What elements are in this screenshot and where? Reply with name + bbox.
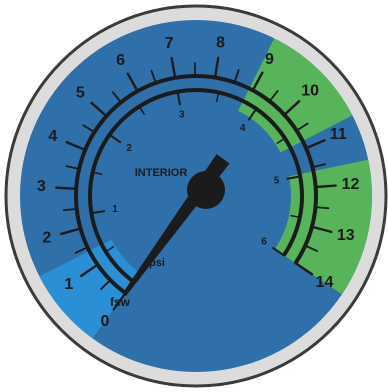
- outer-major-tick: [112, 291, 127, 311]
- outer-minor-tick: [295, 122, 309, 132]
- inner-major-tick: [90, 210, 106, 215]
- needle-hub: [187, 171, 225, 209]
- outer-tick-label: 10: [301, 83, 319, 100]
- fsw-unit-label: fsw: [110, 295, 131, 309]
- inner-tick-label: 4: [240, 123, 246, 134]
- green-zone-upper: [238, 38, 353, 153]
- inner-tick-label: 6: [261, 236, 267, 247]
- outer-tick-label: 6: [116, 52, 125, 69]
- outer-minor-tick: [304, 244, 318, 252]
- outer-major-tick: [251, 71, 264, 92]
- inner-major-tick: [176, 90, 181, 106]
- outer-minor-tick: [233, 69, 240, 84]
- outer-major-tick: [65, 141, 87, 152]
- interior-label: INTERIOR: [135, 167, 188, 179]
- inner-tick-label: 2: [126, 143, 132, 154]
- outer-major-tick: [213, 56, 220, 79]
- outer-minor-tick: [111, 91, 122, 104]
- inner-minor-tick: [138, 105, 145, 115]
- outer-minor-tick: [268, 90, 279, 103]
- outer-tick-label: 3: [37, 178, 46, 195]
- outer-major-tick: [294, 261, 314, 276]
- inner-minor-tick: [290, 214, 301, 219]
- outer-tick-label: 4: [48, 128, 57, 145]
- outer-tick-label: 12: [342, 176, 360, 193]
- outer-tick-label: 8: [216, 34, 225, 51]
- inner-tick-label: 1: [112, 204, 118, 215]
- outer-minor-tick: [82, 124, 96, 134]
- inner-tick-label: 3: [179, 110, 185, 121]
- inner-tick-label: 5: [274, 175, 280, 186]
- inner-scale-labels: 1 2 3 4 5 6: [112, 110, 279, 248]
- outer-minor-tick: [311, 163, 327, 169]
- outer-major-tick: [304, 139, 326, 150]
- outer-minor-tick: [314, 206, 330, 210]
- inner-minor-tick: [91, 171, 103, 175]
- outer-tick-label: 9: [265, 51, 274, 68]
- outer-major-tick: [283, 100, 301, 117]
- outer-minor-tick: [74, 246, 89, 254]
- inner-major-tick: [247, 107, 258, 121]
- inner-minor-tick: [215, 91, 220, 102]
- outer-minor-tick: [65, 165, 80, 170]
- outer-major-tick: [90, 101, 108, 118]
- outer-tick-label: 13: [337, 227, 355, 244]
- needle: [122, 154, 230, 296]
- outer-tick-label: 5: [76, 84, 85, 101]
- inner-minor-tick: [105, 246, 115, 253]
- outer-tick-label: 14: [316, 274, 334, 291]
- outer-minor-tick: [100, 279, 112, 291]
- outer-minor-tick: [62, 207, 78, 212]
- inner-minor-tick: [276, 137, 286, 144]
- outer-scale-ticks: [55, 56, 337, 311]
- outer-tick-label: 7: [165, 35, 174, 52]
- outer-major-tick: [79, 263, 99, 278]
- inner-major-tick: [108, 133, 122, 144]
- outer-minor-tick: [150, 69, 157, 84]
- outer-tick-label: 2: [42, 229, 51, 246]
- outer-major-tick: [55, 186, 78, 191]
- outer-major-tick: [126, 72, 139, 93]
- outer-major-tick: [170, 56, 177, 80]
- outer-major-tick: [314, 184, 337, 189]
- outer-tick-label: 1: [64, 276, 73, 293]
- outer-tick-label: 11: [330, 126, 347, 143]
- outer-major-tick: [310, 225, 333, 234]
- inner-major-tick: [272, 247, 285, 257]
- inner-major-tick: [286, 175, 302, 180]
- outer-major-tick: [60, 227, 82, 236]
- outer-tick-label: 0: [100, 313, 109, 330]
